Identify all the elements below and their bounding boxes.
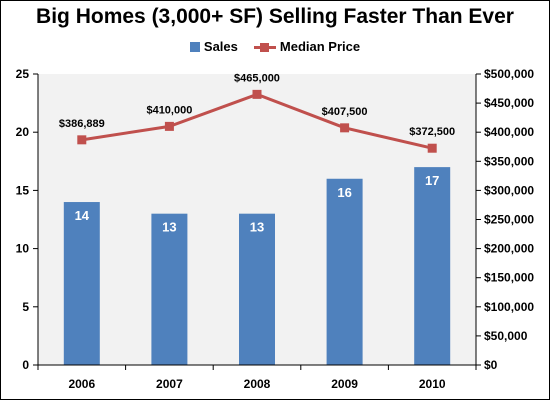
bar-data-label: 14 [75,208,90,223]
point-data-label: $386,889 [59,118,105,130]
x-tick-label: 2010 [419,377,446,391]
bar-sales [239,213,275,365]
legend-label-median-price: Median Price [279,39,361,54]
y-right-tick-label: $150,000 [484,271,534,285]
point-median-price [340,123,350,133]
y-left-tick-label: 0 [22,358,29,372]
y-right-tick-label: $400,000 [484,125,534,139]
y-left-tick-label: 20 [16,125,30,139]
point-data-label: $410,000 [146,104,192,116]
bar-sales [326,178,363,365]
x-tick-label: 2007 [156,377,183,391]
y-right-tick-label: $50,000 [484,329,528,343]
x-tick-label: 2009 [331,377,358,391]
bar-sales [63,202,100,365]
point-median-price [427,143,437,153]
chart-title: Big Homes (3,000+ SF) Selling Faster Tha… [36,5,514,28]
point-data-label: $465,000 [234,72,280,84]
legend-label-sales: Sales [203,39,238,54]
legend-item-median-price: Median Price [253,39,361,54]
y-right-tick-label: $250,000 [484,213,534,227]
y-left-tick-label: 10 [16,242,30,256]
y-right-tick-label: $200,000 [484,242,534,256]
bar-sales [414,167,451,365]
legend-swatch-sales [189,41,200,52]
x-tick-label: 2008 [244,377,271,391]
bar-sales [151,213,188,365]
y-right-tick-label: $300,000 [484,183,534,197]
y-right-tick-label: $500,000 [484,67,534,81]
bar-data-label: 16 [337,185,351,200]
y-right-tick-label: $100,000 [484,300,534,314]
bar-data-label: 17 [425,173,439,188]
legend-swatch-median-price [253,42,276,52]
bar-data-label: 13 [162,220,176,235]
point-data-label: $407,500 [322,106,368,118]
point-median-price [77,135,87,145]
y-right-tick-label: $0 [484,358,498,372]
x-tick-label: 2006 [68,377,95,391]
point-median-price [252,89,262,99]
chart-legend: Sales Median Price [1,39,549,54]
y-right-tick-label: $350,000 [484,154,534,168]
y-right-tick-label: $450,000 [484,96,534,110]
legend-item-sales: Sales [189,39,238,54]
y-left-tick-label: 15 [16,183,30,197]
bar-data-label: 13 [250,220,264,235]
y-left-tick-label: 25 [16,67,30,81]
point-median-price [164,121,174,131]
y-left-tick-label: 5 [22,300,29,314]
point-data-label: $372,500 [409,126,455,138]
